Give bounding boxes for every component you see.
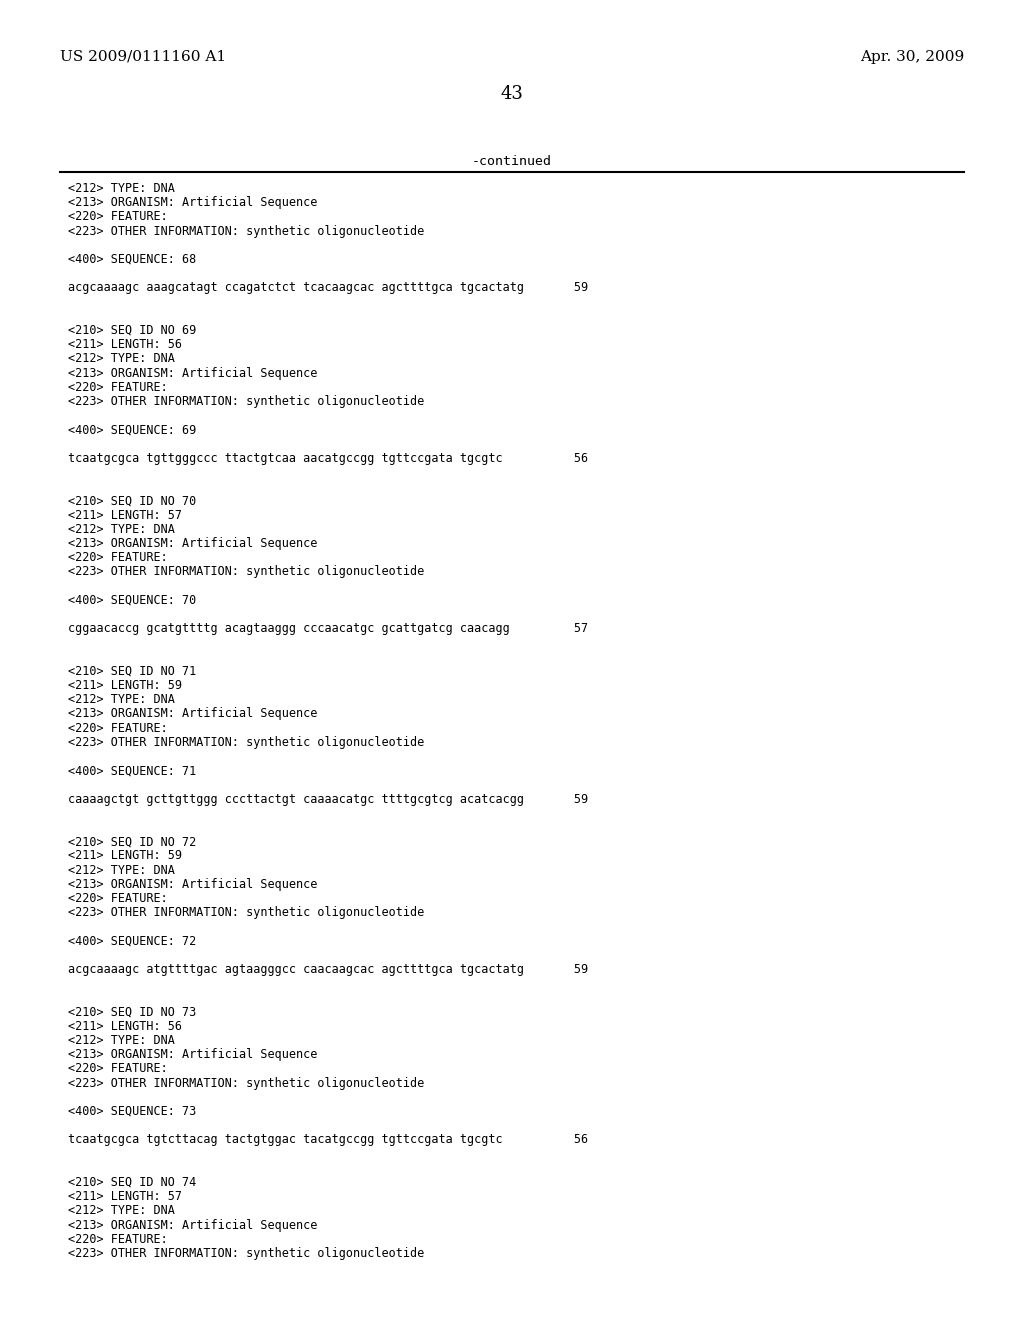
Text: <210> SEQ ID NO 69: <210> SEQ ID NO 69 [68,323,197,337]
Text: <213> ORGANISM: Artificial Sequence: <213> ORGANISM: Artificial Sequence [68,1218,317,1232]
Text: <220> FEATURE:: <220> FEATURE: [68,552,168,564]
Text: <212> TYPE: DNA: <212> TYPE: DNA [68,182,175,195]
Text: <220> FEATURE:: <220> FEATURE: [68,722,168,735]
Text: <400> SEQUENCE: 69: <400> SEQUENCE: 69 [68,424,197,437]
Text: <212> TYPE: DNA: <212> TYPE: DNA [68,1204,175,1217]
Text: acgcaaaagc atgttttgac agtaagggcc caacaagcac agcttttgca tgcactatg       59: acgcaaaagc atgttttgac agtaagggcc caacaag… [68,964,588,975]
Text: <212> TYPE: DNA: <212> TYPE: DNA [68,523,175,536]
Text: -continued: -continued [472,154,552,168]
Text: <223> OTHER INFORMATION: synthetic oligonucleotide: <223> OTHER INFORMATION: synthetic oligo… [68,907,424,919]
Text: <211> LENGTH: 59: <211> LENGTH: 59 [68,678,182,692]
Text: <211> LENGTH: 57: <211> LENGTH: 57 [68,508,182,521]
Text: <400> SEQUENCE: 70: <400> SEQUENCE: 70 [68,594,197,607]
Text: <400> SEQUENCE: 73: <400> SEQUENCE: 73 [68,1105,197,1118]
Text: <213> ORGANISM: Artificial Sequence: <213> ORGANISM: Artificial Sequence [68,708,317,721]
Text: tcaatgcgca tgtcttacag tactgtggac tacatgccgg tgttccgata tgcgtc          56: tcaatgcgca tgtcttacag tactgtggac tacatgc… [68,1134,588,1146]
Text: US 2009/0111160 A1: US 2009/0111160 A1 [60,50,226,63]
Text: tcaatgcgca tgttgggccc ttactgtcaa aacatgccgg tgttccgata tgcgtc          56: tcaatgcgca tgttgggccc ttactgtcaa aacatgc… [68,451,588,465]
Text: <400> SEQUENCE: 68: <400> SEQUENCE: 68 [68,253,197,267]
Text: <210> SEQ ID NO 70: <210> SEQ ID NO 70 [68,495,197,507]
Text: <211> LENGTH: 59: <211> LENGTH: 59 [68,849,182,862]
Text: <211> LENGTH: 56: <211> LENGTH: 56 [68,1020,182,1032]
Text: <220> FEATURE:: <220> FEATURE: [68,1233,168,1246]
Text: <213> ORGANISM: Artificial Sequence: <213> ORGANISM: Artificial Sequence [68,1048,317,1061]
Text: <210> SEQ ID NO 73: <210> SEQ ID NO 73 [68,1006,197,1019]
Text: <223> OTHER INFORMATION: synthetic oligonucleotide: <223> OTHER INFORMATION: synthetic oligo… [68,395,424,408]
Text: <223> OTHER INFORMATION: synthetic oligonucleotide: <223> OTHER INFORMATION: synthetic oligo… [68,224,424,238]
Text: <212> TYPE: DNA: <212> TYPE: DNA [68,1034,175,1047]
Text: <220> FEATURE:: <220> FEATURE: [68,380,168,393]
Text: <212> TYPE: DNA: <212> TYPE: DNA [68,863,175,876]
Text: <211> LENGTH: 56: <211> LENGTH: 56 [68,338,182,351]
Text: cggaacaccg gcatgttttg acagtaaggg cccaacatgc gcattgatcg caacagg         57: cggaacaccg gcatgttttg acagtaaggg cccaaca… [68,622,588,635]
Text: <223> OTHER INFORMATION: synthetic oligonucleotide: <223> OTHER INFORMATION: synthetic oligo… [68,1077,424,1089]
Text: caaaagctgt gcttgttggg cccttactgt caaaacatgc ttttgcgtcg acatcacgg       59: caaaagctgt gcttgttggg cccttactgt caaaaca… [68,792,588,805]
Text: <211> LENGTH: 57: <211> LENGTH: 57 [68,1191,182,1204]
Text: <213> ORGANISM: Artificial Sequence: <213> ORGANISM: Artificial Sequence [68,878,317,891]
Text: <210> SEQ ID NO 72: <210> SEQ ID NO 72 [68,836,197,849]
Text: <213> ORGANISM: Artificial Sequence: <213> ORGANISM: Artificial Sequence [68,367,317,380]
Text: <223> OTHER INFORMATION: synthetic oligonucleotide: <223> OTHER INFORMATION: synthetic oligo… [68,1247,424,1261]
Text: <210> SEQ ID NO 71: <210> SEQ ID NO 71 [68,665,197,677]
Text: <210> SEQ ID NO 74: <210> SEQ ID NO 74 [68,1176,197,1189]
Text: <212> TYPE: DNA: <212> TYPE: DNA [68,693,175,706]
Text: <220> FEATURE:: <220> FEATURE: [68,892,168,906]
Text: <220> FEATURE:: <220> FEATURE: [68,1063,168,1076]
Text: <213> ORGANISM: Artificial Sequence: <213> ORGANISM: Artificial Sequence [68,197,317,209]
Text: <223> OTHER INFORMATION: synthetic oligonucleotide: <223> OTHER INFORMATION: synthetic oligo… [68,735,424,748]
Text: <220> FEATURE:: <220> FEATURE: [68,210,168,223]
Text: Apr. 30, 2009: Apr. 30, 2009 [860,50,964,63]
Text: <213> ORGANISM: Artificial Sequence: <213> ORGANISM: Artificial Sequence [68,537,317,550]
Text: <400> SEQUENCE: 71: <400> SEQUENCE: 71 [68,764,197,777]
Text: acgcaaaagc aaagcatagt ccagatctct tcacaagcac agcttttgca tgcactatg       59: acgcaaaagc aaagcatagt ccagatctct tcacaag… [68,281,588,294]
Text: <223> OTHER INFORMATION: synthetic oligonucleotide: <223> OTHER INFORMATION: synthetic oligo… [68,565,424,578]
Text: 43: 43 [501,84,523,103]
Text: <400> SEQUENCE: 72: <400> SEQUENCE: 72 [68,935,197,948]
Text: <212> TYPE: DNA: <212> TYPE: DNA [68,352,175,366]
